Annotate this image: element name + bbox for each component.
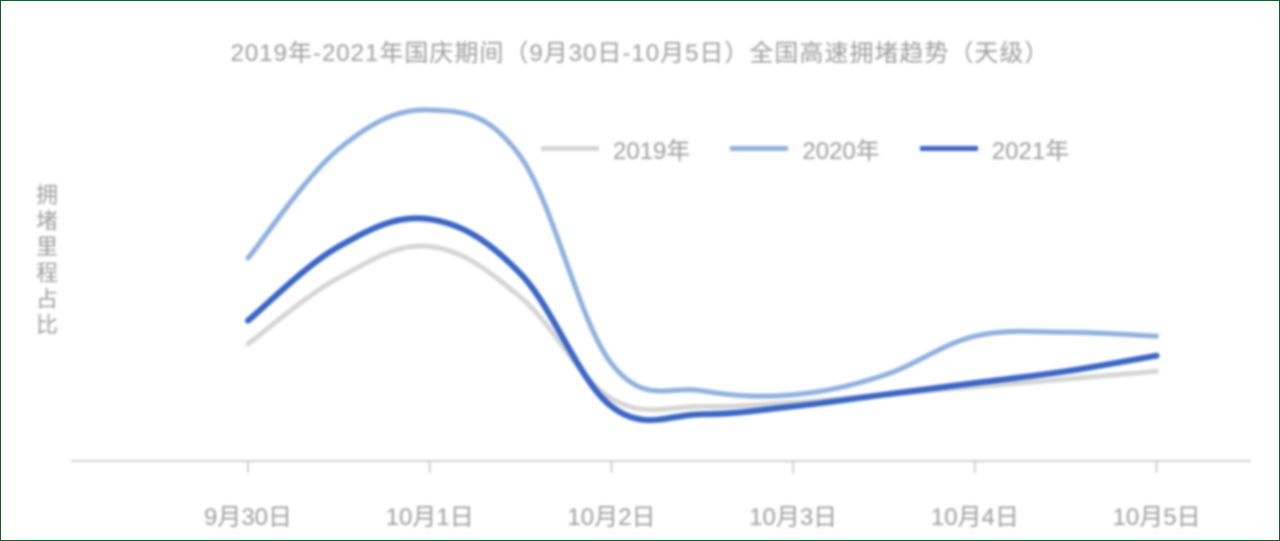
chart-blur-layer: 2019年-2021年国庆期间（9月30日-10月5日）全国高速拥堵趋势（天级）…: [1, 1, 1279, 540]
plot-area: [71, 71, 1251, 481]
chart-title: 2019年-2021年国庆期间（9月30日-10月5日）全国高速拥堵趋势（天级）: [1, 33, 1279, 68]
x-axis-tick-label: 10月2日: [567, 497, 655, 532]
chart-container: 2019年-2021年国庆期间（9月30日-10月5日）全国高速拥堵趋势（天级）…: [0, 0, 1280, 541]
x-axis-tick-label: 10月4日: [931, 497, 1019, 532]
x-axis-tick-label: 10月1日: [386, 497, 474, 532]
series-line: [248, 246, 1157, 410]
x-axis-tick-label: 9月30日: [204, 497, 292, 532]
x-axis-tick-label: 10月5日: [1113, 497, 1201, 532]
y-axis-label: 拥堵里程占比: [29, 183, 61, 339]
x-axis-tick-label: 10月3日: [749, 497, 837, 532]
